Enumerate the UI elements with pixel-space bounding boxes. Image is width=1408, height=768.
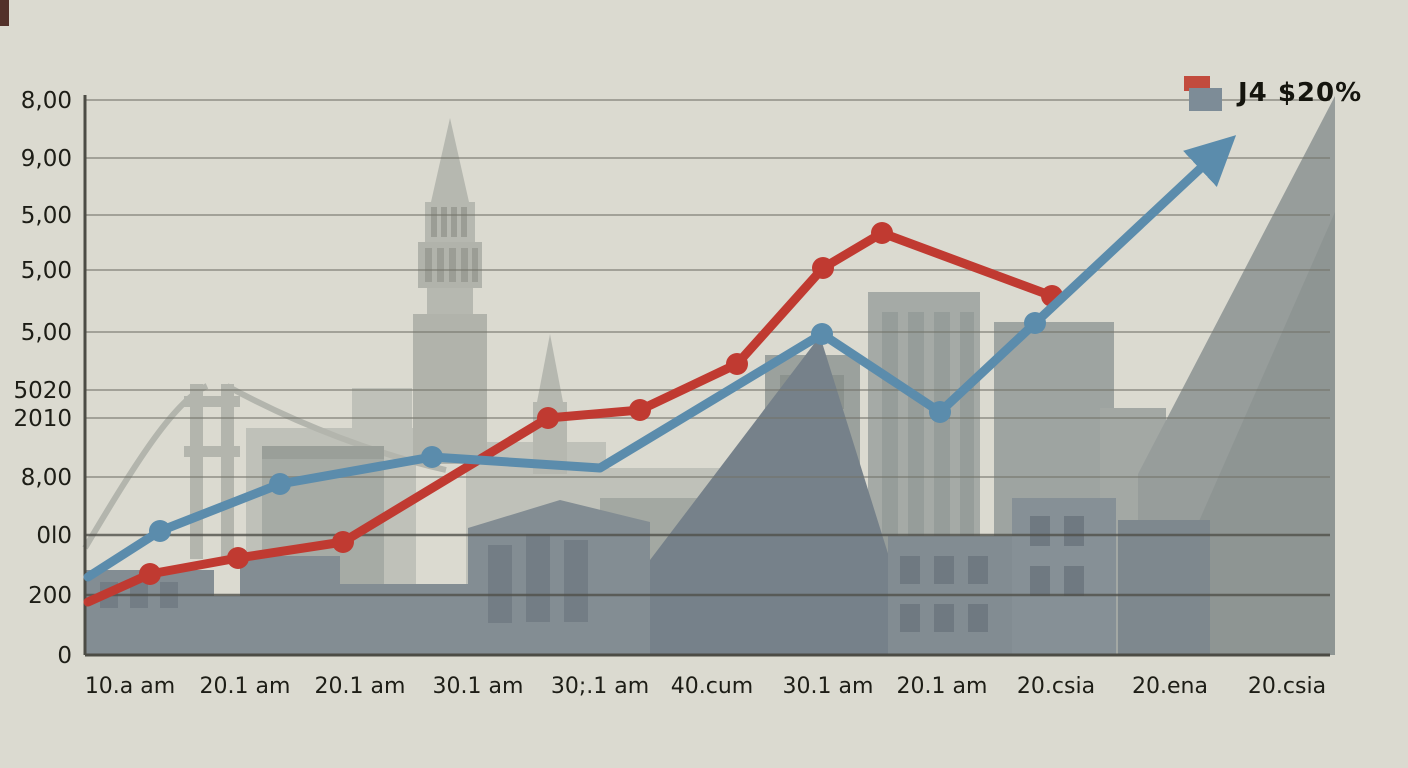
x-tick-label: 30;.1 am [551,674,649,699]
x-tick-label: 20.csia [1248,674,1326,699]
small-spire-icon [533,334,567,474]
y-tick-label: 5020 [13,378,72,404]
y-tick-label: 9,00 [21,146,72,172]
blue-series-point [811,323,833,345]
x-tick-label: 40.cum [671,674,753,699]
legend-swatch-red-icon [1184,76,1210,91]
red-series-point [726,353,748,375]
blue-series-point [269,473,291,495]
y-tick-label: 0 [57,643,72,669]
red-series-point [871,222,893,244]
red-series-line [83,228,1057,607]
red-series-point [629,399,651,421]
blue-series-point [1024,312,1046,334]
city-skyline [82,96,1335,655]
skyline-right-wedge [1138,96,1335,655]
y-tick-label: 5,00 [21,203,72,229]
legend-swatches [1182,72,1224,114]
bridge-tower-icon [184,384,240,559]
x-tick-label: 20.csia [1017,674,1095,699]
red-series-point [227,547,249,569]
x-tick-label: 10.a am [85,674,175,699]
x-tick-label: 20.1 am [315,674,406,699]
x-tick-label: 30.1 am [433,674,524,699]
x-tick-label: 20.1 am [200,674,291,699]
legend: J4 $20% [1182,72,1362,114]
blue-series-point [149,520,171,542]
y-tick-label: 5,00 [21,258,72,284]
y-tick-label: 200 [28,583,72,609]
x-tick-label: 20.ena [1132,674,1208,699]
legend-swatch-gray-icon [1189,88,1222,111]
y-tick-label: 5,00 [21,320,72,346]
legend-label: J4 $20% [1238,78,1363,108]
y-tick-label: 8,00 [21,88,72,114]
blue-series-point [929,401,951,423]
y-tick-label: 2010 [13,406,72,432]
x-tick-label: 30.1 am [783,674,874,699]
red-series-point [139,563,161,585]
red-series-point [812,257,834,279]
campanile-tower-icon [413,118,487,464]
blue-series-line [83,135,1237,582]
y-tick-label: 0l0 [36,523,72,549]
corner-artifact [0,0,9,26]
blue-series-point [421,446,443,468]
y-tick-label: 8,00 [21,465,72,491]
x-tick-label: 20.1 am [897,674,988,699]
red-series-point [537,407,559,429]
red-series-point [332,531,354,553]
